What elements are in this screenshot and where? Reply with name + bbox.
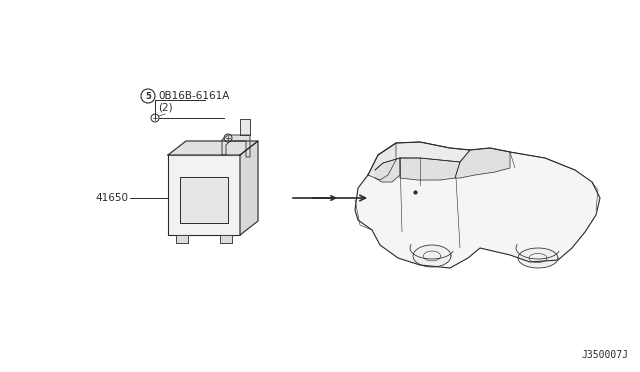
Polygon shape [168, 141, 258, 155]
Polygon shape [455, 148, 510, 178]
Polygon shape [368, 143, 396, 180]
Polygon shape [220, 235, 232, 243]
Bar [180, 177, 228, 223]
Polygon shape [240, 141, 258, 235]
FancyBboxPatch shape [168, 155, 240, 235]
Polygon shape [176, 235, 188, 243]
Polygon shape [240, 119, 250, 135]
Polygon shape [518, 248, 558, 268]
Text: 5: 5 [145, 92, 151, 100]
Polygon shape [375, 158, 400, 182]
Text: 0B16B-6161A: 0B16B-6161A [158, 91, 229, 101]
Polygon shape [400, 158, 460, 180]
Text: (2): (2) [158, 102, 173, 112]
Polygon shape [375, 142, 470, 170]
Polygon shape [413, 245, 451, 267]
Polygon shape [355, 142, 600, 268]
Text: 41650: 41650 [95, 193, 128, 203]
Text: J350007J: J350007J [581, 350, 628, 360]
Polygon shape [222, 135, 250, 157]
